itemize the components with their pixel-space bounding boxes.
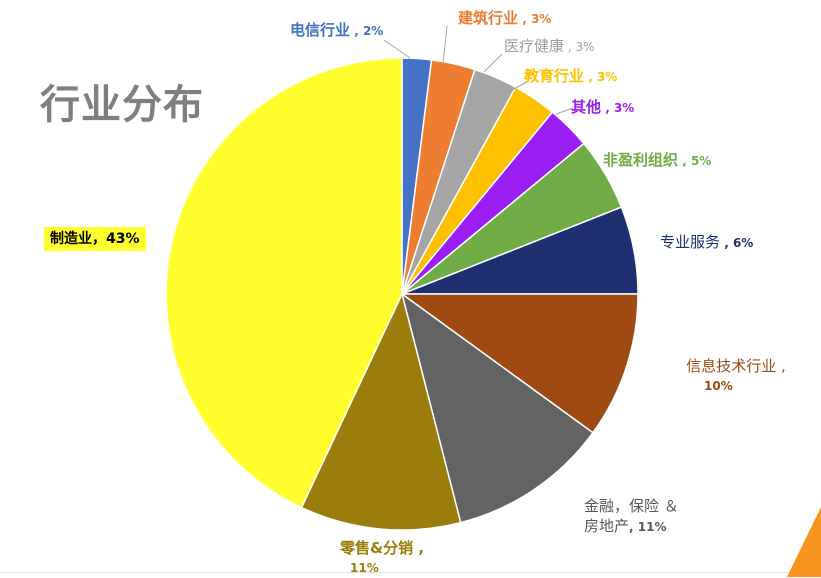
label-finance-sep: ,	[629, 520, 638, 534]
page-title: 行业分布	[40, 82, 204, 128]
label-construction-value: 3%	[530, 12, 552, 26]
label-retail-value: 11%	[350, 561, 379, 575]
label-finance-name-line1: 金融，保险 ＆	[584, 497, 679, 515]
label-education-name: 教育行业	[524, 67, 585, 85]
label-professional-name: 专业服务	[660, 233, 721, 251]
label-professional-value: 6%	[732, 236, 754, 250]
label-it-sep: ,	[776, 357, 786, 375]
label-nonprofit-name: 非盈利组织	[603, 151, 679, 169]
pie-slice-8	[400, 292, 594, 524]
label-finance-value: 11%	[637, 520, 667, 534]
label-other-sep: ,	[601, 101, 614, 115]
label-finance-name-line2: 房地产	[584, 517, 630, 535]
label-construction: 建筑行业 , 3%	[458, 8, 551, 29]
pie-slice-10	[165, 57, 403, 509]
label-telecom-sep: ,	[350, 24, 363, 38]
label-healthcare-value: 3%	[575, 40, 595, 54]
label-retail: 零售&分销 , 11%	[340, 538, 424, 578]
label-education: 教育行业 , 3%	[524, 66, 617, 87]
pie-slice-7	[399, 293, 639, 434]
label-manufacturing-sep: ，	[92, 231, 106, 247]
leader-lines	[383, 25, 574, 115]
leader-line-3	[511, 81, 528, 91]
label-other-name: 其他	[571, 98, 602, 116]
label-healthcare: 医疗健康 , 3%	[504, 36, 595, 57]
label-telecom-name: 电信行业	[290, 21, 351, 39]
label-other-value: 3%	[613, 101, 635, 115]
corner-accent-triangle	[787, 507, 821, 577]
label-healthcare-name: 医疗健康	[504, 37, 565, 55]
leader-line-1	[442, 25, 448, 65]
label-nonprofit-value: 5%	[690, 154, 712, 168]
label-telecom-value: 2%	[362, 24, 384, 38]
label-manufacturing: 制造业，43%	[44, 227, 146, 251]
label-construction-sep: ,	[518, 12, 531, 26]
label-professional-sep: ,	[720, 236, 733, 250]
label-nonprofit: 非盈利组织 , 5%	[603, 150, 711, 171]
pie-slice-9	[300, 291, 462, 531]
label-education-sep: ,	[584, 70, 597, 84]
label-retail-name: 零售&分销	[340, 539, 414, 557]
corner-accent-shape	[787, 507, 821, 577]
label-nonprofit-sep: ,	[678, 154, 691, 168]
label-retail-sep: ,	[413, 539, 425, 557]
label-professional: 专业服务 , 6%	[660, 232, 753, 253]
label-manufacturing-name: 制造业	[50, 231, 92, 247]
pie-slices	[165, 57, 639, 531]
label-healthcare-sep: ,	[564, 40, 576, 54]
label-other: 其他 , 3%	[571, 97, 634, 118]
label-it-value: 10%	[704, 379, 733, 393]
label-construction-name: 建筑行业	[458, 9, 519, 27]
bottom-divider	[0, 572, 821, 573]
label-it: 信息技术行业 , 10%	[676, 356, 796, 396]
leader-line-0	[383, 39, 411, 59]
leader-line-4	[555, 107, 574, 115]
label-it-name: 信息技术行业	[686, 357, 777, 375]
label-manufacturing-value: 43%	[106, 231, 140, 247]
label-telecom: 电信行业 , 2%	[290, 20, 383, 41]
leader-line-2	[483, 53, 503, 73]
label-education-value: 3%	[596, 70, 618, 84]
label-finance: 金融，保险 ＆ 房地产, 11%	[584, 496, 679, 537]
